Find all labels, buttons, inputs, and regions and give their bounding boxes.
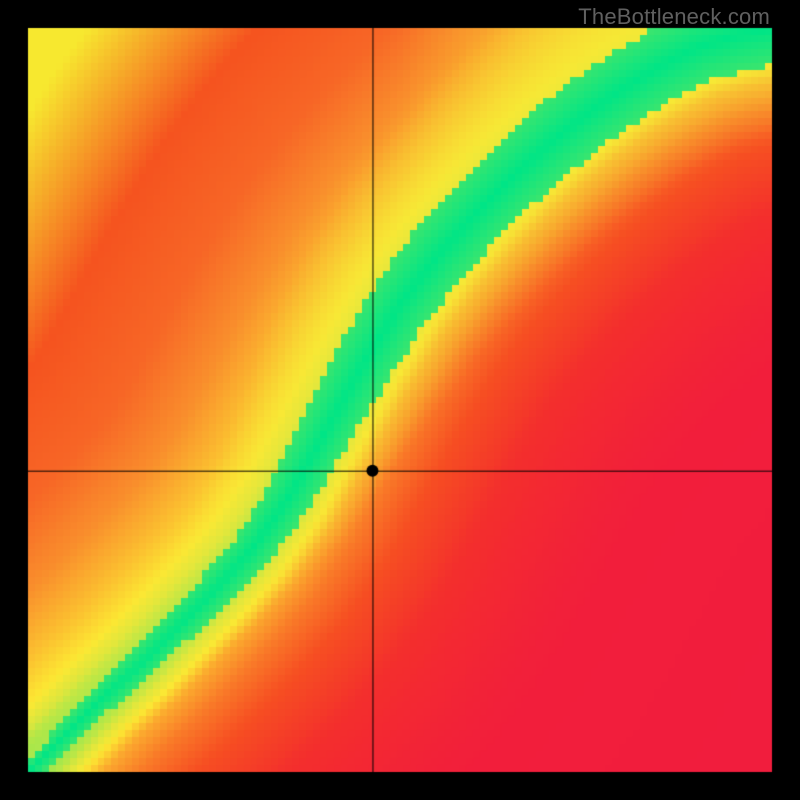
chart-container: TheBottleneck.com bbox=[0, 0, 800, 800]
bottleneck-heatmap bbox=[0, 0, 800, 800]
watermark-text: TheBottleneck.com bbox=[578, 4, 770, 30]
